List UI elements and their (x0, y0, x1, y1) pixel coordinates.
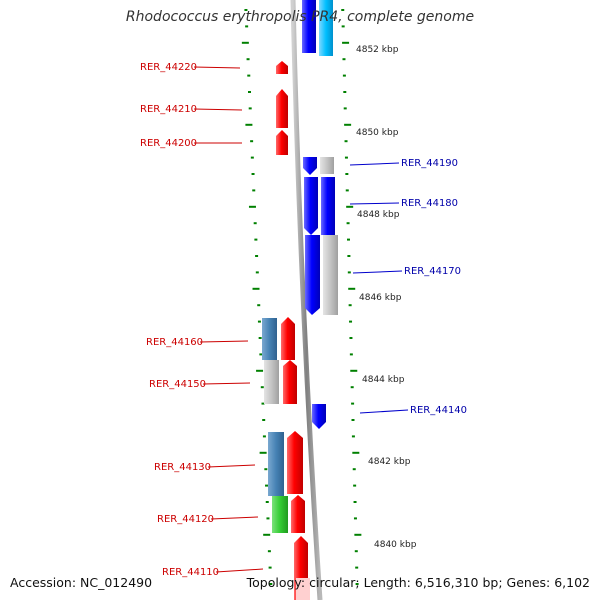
scale-label: 4844 kbp (362, 375, 405, 385)
scale-label: 4842 kbp (368, 457, 411, 467)
gene-arrow[interactable] (312, 404, 326, 429)
feature-green (272, 496, 288, 533)
gene-label[interactable]: RER_44110 (162, 567, 219, 578)
gene-arrow[interactable] (287, 431, 303, 494)
feature-neutral (320, 157, 334, 174)
accession-label: Accession: NC_012490 (10, 575, 153, 590)
gene-label[interactable]: RER_44150 (149, 379, 206, 390)
genome-backbone (290, 0, 323, 600)
feature-neutral (264, 360, 279, 404)
gene-arrow[interactable] (276, 130, 288, 155)
gene-label[interactable]: RER_44210 (140, 104, 197, 115)
gene-arrow[interactable] (276, 61, 288, 74)
scale-label: 4848 kbp (357, 210, 400, 220)
gene-features (262, 0, 338, 600)
scale-label: 4840 kbp (374, 540, 417, 550)
feature-neutral (323, 235, 338, 315)
gene-label[interactable]: RER_44200 (140, 138, 197, 149)
feature-blue-top (302, 0, 316, 53)
gene-arrow[interactable] (283, 360, 297, 404)
scale-ticks (241, 9, 362, 585)
gene-label[interactable]: RER_44140 (410, 405, 467, 416)
gene-label[interactable]: RER_44170 (404, 266, 461, 277)
reverse-gene-labels: RER_44190 RER_44180 RER_44170 RER_44140 (349, 158, 467, 416)
gene-arrow[interactable] (276, 89, 288, 128)
feature-cyan-top (319, 0, 333, 56)
gene-label[interactable]: RER_44130 (154, 462, 211, 473)
gene-label[interactable]: RER_44180 (401, 198, 458, 209)
genome-summary: Topology: circular; Length: 6,516,310 bp… (246, 575, 590, 590)
gene-label[interactable]: RER_44190 (401, 158, 458, 169)
scale-labels: 4852 kbp 4850 kbp 4848 kbp 4846 kbp 4844… (356, 45, 417, 550)
gene-arrow[interactable] (305, 235, 320, 315)
map-title: Rhodococcus erythropolis PR4, complete g… (125, 9, 475, 25)
scale-label: 4846 kbp (359, 293, 402, 303)
feature-steelblue (268, 432, 284, 496)
forward-gene-labels: RER_44220 RER_44210 RER_44200 RER_44160 … (140, 62, 264, 578)
feature-neutral (296, 578, 310, 600)
gene-arrow[interactable] (281, 317, 295, 360)
gene-arrow[interactable] (303, 157, 317, 175)
gene-label[interactable]: RER_44160 (146, 337, 203, 348)
gene-arrow[interactable] (291, 495, 305, 533)
gene-arrow[interactable] (304, 177, 318, 235)
scale-label: 4850 kbp (356, 128, 399, 138)
scale-label: 4852 kbp (356, 45, 399, 55)
gene-label[interactable]: RER_44120 (157, 514, 214, 525)
gene-label[interactable]: RER_44220 (140, 62, 197, 73)
feature-steelblue (262, 318, 277, 360)
feature-reverse (321, 177, 335, 235)
